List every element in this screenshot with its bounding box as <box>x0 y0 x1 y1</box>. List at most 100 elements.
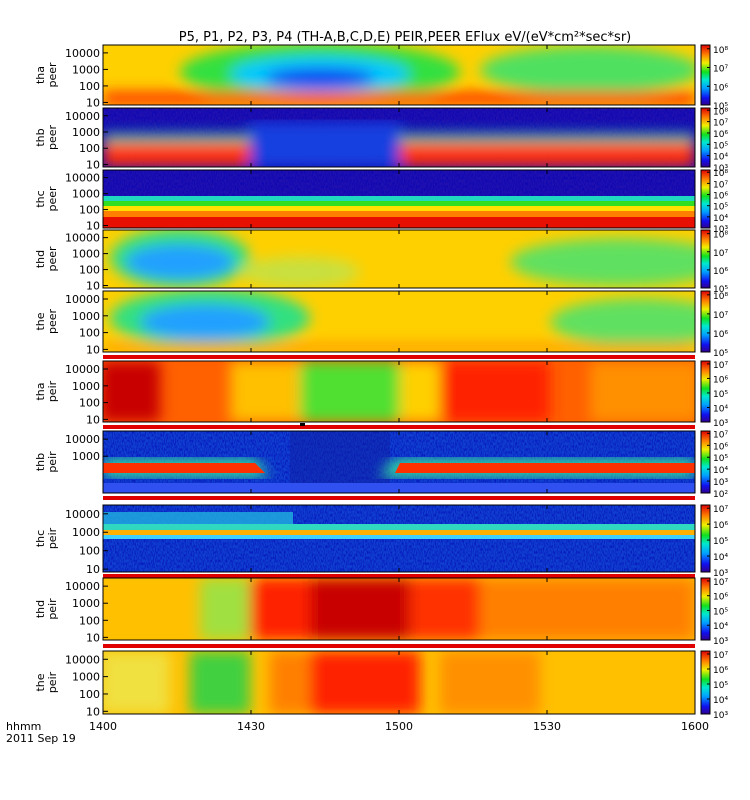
y-tick-label: 100 <box>79 327 100 340</box>
y-tick-label: 10000 <box>65 110 100 123</box>
colorbar-tick-label: 10⁵ <box>713 681 728 691</box>
panel-tha-peer <box>103 45 695 105</box>
panel-ylabel: peer <box>46 246 59 272</box>
y-tick-label: 10000 <box>65 47 100 60</box>
colorbar-tick-label: 10⁴ <box>713 404 728 414</box>
panel-thc-peer <box>103 170 695 228</box>
colorbar-tick-label: 10⁵ <box>713 285 728 295</box>
panel-ylabel: tha <box>34 66 47 84</box>
panel-ylabel: thb <box>34 128 47 146</box>
colorbar-tick-label: 10⁶ <box>713 666 728 676</box>
y-tick-label: 10 <box>86 631 100 644</box>
colorbar-tick-label: 10⁷ <box>713 578 728 588</box>
panel-tha-peir <box>103 361 695 422</box>
panel-ylabel: thb <box>34 453 47 471</box>
colorbar-tick-label: 10⁷ <box>713 180 728 190</box>
y-tick-label: 10 <box>86 96 100 109</box>
colorbar-tick-label: 10⁸ <box>713 292 728 302</box>
colorbar-tick-label: 10³ <box>713 419 728 429</box>
y-tick-label: 10 <box>86 705 100 718</box>
y-tick-label: 1000 <box>72 310 100 323</box>
y-tick-label: 10000 <box>65 172 100 185</box>
y-tick-label: 10 <box>86 563 100 576</box>
chart-title: P5, P1, P2, P3, P4 (TH-A,B,C,D,E) PEIR,P… <box>179 30 632 45</box>
colorbar-tick-label: 10⁵ <box>713 390 728 400</box>
y-tick-label: 1000 <box>72 126 100 139</box>
colorbar-tick-label: 10⁷ <box>713 65 728 75</box>
y-tick-label: 10 <box>86 158 100 171</box>
y-tick-label: 1000 <box>72 671 100 684</box>
y-tick-label: 1000 <box>72 597 100 610</box>
colorbar <box>700 430 711 494</box>
panel-ylabel: thc <box>34 530 47 547</box>
colorbar-tick-label: 10³ <box>713 637 728 647</box>
colorbar-tick-label: 10² <box>713 490 728 500</box>
colorbar-tick-label: 10⁸ <box>713 169 728 179</box>
colorbar-tick-label: 10⁵ <box>713 102 728 112</box>
panel-ylabel: peer <box>46 62 59 88</box>
y-tick-label: 1000 <box>72 450 100 463</box>
panel-ylabel: tha <box>34 382 47 400</box>
panel-ylabel: the <box>34 673 47 691</box>
colorbar-tick-label: 10⁶ <box>713 130 728 140</box>
colorbar-tick-label: 10⁷ <box>713 505 728 515</box>
panel-ylabel: peer <box>46 186 59 212</box>
y-tick-label: 100 <box>79 614 100 627</box>
colorbar-tick-label: 10³ <box>713 711 728 721</box>
colorbar-tick-label: 10⁴ <box>713 622 728 632</box>
colorbar <box>700 107 711 168</box>
time-label: hhmm <box>6 720 41 733</box>
colorbar-tick-label: 10⁵ <box>713 349 728 359</box>
y-tick-label: 10000 <box>65 580 100 593</box>
colorbar-tick-label: 10⁶ <box>713 330 728 340</box>
panel-ylabel: peir <box>46 527 59 549</box>
date-label: 2011 Sep 19 <box>6 732 76 745</box>
colorbar-tick-label: 10⁴ <box>713 696 728 706</box>
colorbar <box>700 650 711 715</box>
colorbar <box>700 577 711 641</box>
x-tick-label: 1600 <box>681 720 709 733</box>
colorbar-tick-label: 10⁵ <box>713 141 728 151</box>
y-tick-label: 10000 <box>65 232 100 245</box>
y-tick-label: 10000 <box>65 293 100 306</box>
y-tick-label: 10 <box>86 413 100 426</box>
y-tick-label: 100 <box>79 204 100 217</box>
panel-ylabel: thc <box>34 190 47 207</box>
panel-the-peir <box>103 651 695 714</box>
y-tick-label: 10000 <box>65 433 100 446</box>
colorbar-tick-label: 10⁶ <box>713 192 728 202</box>
x-tick-label: 1500 <box>385 720 413 733</box>
y-tick-label: 100 <box>79 688 100 701</box>
colorbar-tick-label: 10⁴ <box>713 553 728 563</box>
colorbar-tick-label: 10⁶ <box>713 83 728 93</box>
panel-ylabel: peer <box>46 125 59 151</box>
colorbar-tick-label: 10⁴ <box>713 466 728 476</box>
colorbar <box>700 504 711 573</box>
panel-ylabel: peir <box>46 598 59 620</box>
colorbar-tick-label: 10⁷ <box>713 311 728 321</box>
panel-thb-peir <box>103 431 695 493</box>
colorbar-tick-label: 10⁴ <box>713 214 728 224</box>
panel-thc-peir <box>103 505 695 572</box>
colorbar-tick-label: 10⁵ <box>713 607 728 617</box>
y-tick-label: 100 <box>79 80 100 93</box>
colorbar-tick-label: 10⁶ <box>713 442 728 452</box>
colorbar-tick-label: 10⁷ <box>713 119 728 129</box>
y-tick-label: 100 <box>79 545 100 558</box>
colorbar-tick-label: 10⁷ <box>713 651 728 661</box>
colorbar-tick-label: 10⁸ <box>713 46 728 56</box>
colorbar-tick-label: 10³ <box>713 225 728 235</box>
y-tick-label: 1000 <box>72 526 100 539</box>
y-tick-label: 10 <box>86 220 100 233</box>
y-tick-label: 10000 <box>65 363 100 376</box>
colorbar-tick-label: 10³ <box>713 478 728 488</box>
colorbar-tick-label: 10⁷ <box>713 430 728 440</box>
y-tick-label: 1000 <box>72 248 100 261</box>
panel-ylabel: peer <box>46 309 59 335</box>
x-tick-label: 1400 <box>89 720 117 733</box>
panel-ylabel: the <box>34 312 47 330</box>
colorbar-tick-label: 10⁶ <box>713 521 728 531</box>
colorbar-tick-label: 10⁸ <box>713 107 728 117</box>
colorbar <box>700 44 711 106</box>
panel-ylabel: thd <box>34 250 47 268</box>
